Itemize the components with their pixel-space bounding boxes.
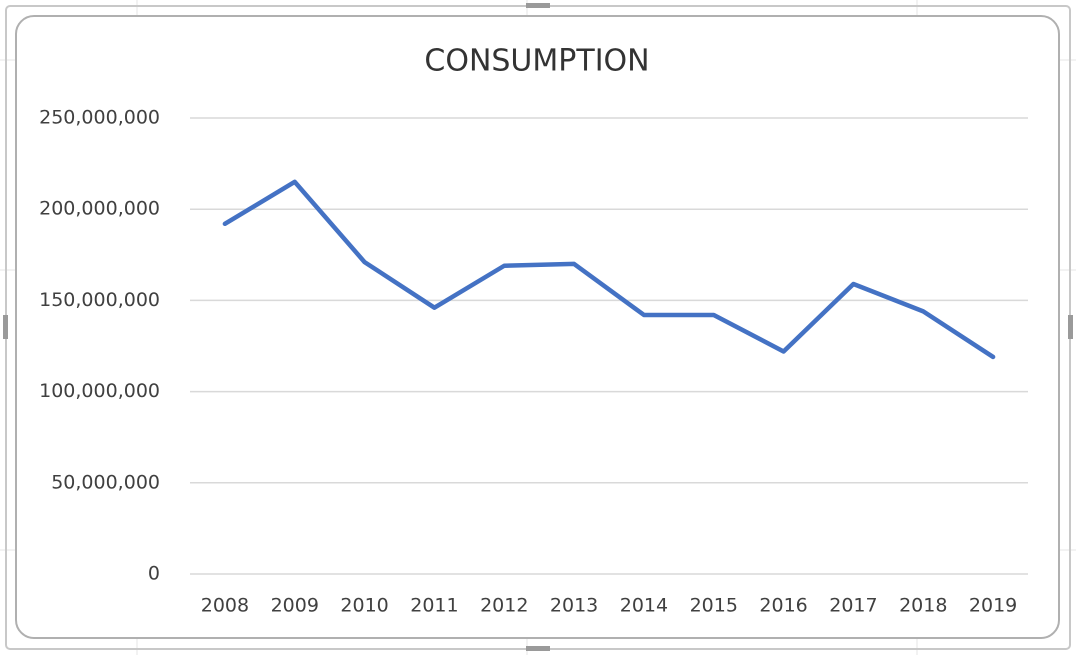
y-tick-label: 100,000,000 [39,380,160,402]
x-tick-label: 2017 [829,595,877,617]
y-tick-label: 0 [148,563,160,585]
x-tick-label: 2015 [690,595,738,617]
x-tick-label: 2014 [620,595,668,617]
x-tick-label: 2012 [480,595,528,617]
chart-title: CONSUMPTION [424,44,649,79]
x-tick-label: 2018 [899,595,947,617]
x-tick-label: 2009 [271,595,319,617]
y-tick-label: 200,000,000 [39,198,160,220]
x-tick-label: 2008 [201,595,249,617]
x-tick-label: 2010 [340,595,388,617]
x-tick-label: 2011 [410,595,458,617]
x-tick-label: 2013 [550,595,598,617]
y-tick-label: 250,000,000 [39,107,160,129]
resize-handles [3,3,1073,651]
chart-area [15,15,1060,639]
x-tick-label: 2019 [969,595,1017,617]
x-tick-label: 2016 [759,595,807,617]
y-tick-label: 150,000,000 [39,289,160,311]
y-tick-label: 50,000,000 [51,471,160,493]
data-line [222,179,996,360]
